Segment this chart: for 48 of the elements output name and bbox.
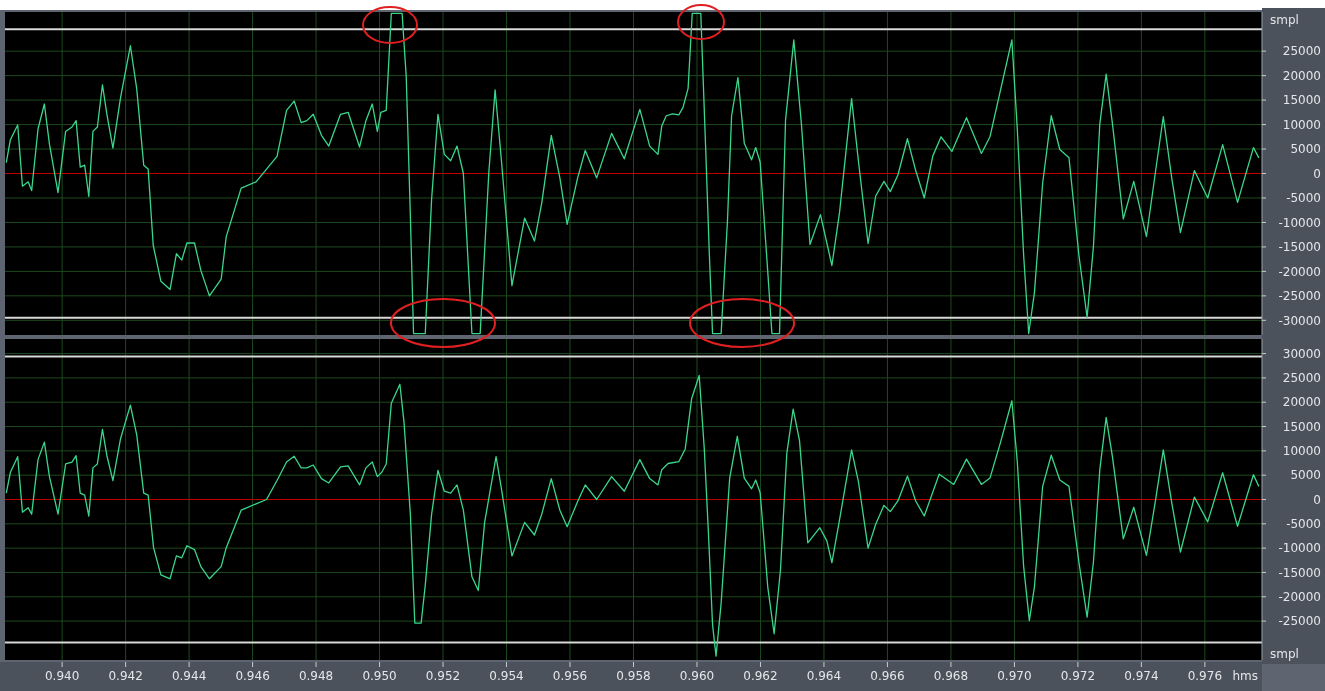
- y-axis-title: smpl: [1270, 647, 1299, 662]
- y-tick-label: -25000: [1278, 614, 1321, 629]
- y-tick-label: 15000: [1282, 419, 1321, 434]
- y-tick-label: 25000: [1282, 371, 1321, 386]
- y-tick-label: -25000: [1278, 289, 1321, 304]
- y-tick-label: 30000: [1282, 346, 1321, 361]
- x-tick-label: 0.940: [44, 669, 80, 683]
- x-tick-label: 0.952: [425, 669, 461, 683]
- x-tick-label: 0.964: [806, 669, 842, 683]
- x-tick-label: 0.968: [933, 669, 969, 683]
- x-tick-label: 0.958: [616, 669, 651, 683]
- x-tick-label: 0.948: [298, 669, 334, 683]
- x-tick-label: 0.974: [1124, 669, 1159, 683]
- y-tick-label: 10000: [1282, 444, 1321, 459]
- y-tick-label: 5000: [1290, 142, 1321, 157]
- y-tick-label: 10000: [1282, 117, 1321, 132]
- y-tick-label: -20000: [1278, 589, 1321, 604]
- y-tick-label: 5000: [1290, 468, 1321, 483]
- y-tick-label: 0: [1313, 492, 1321, 507]
- x-tick-label: 0.944: [171, 669, 207, 683]
- x-tick-label: 0.966: [870, 669, 905, 683]
- y-tick-label: -15000: [1278, 565, 1321, 580]
- line-series: [5, 12, 1260, 335]
- x-tick-label: 0.972: [1060, 669, 1096, 683]
- y-tick-label: 25000: [1282, 44, 1321, 59]
- y-tick-label: -5000: [1286, 517, 1321, 532]
- x-tick-label: 0.942: [108, 669, 143, 683]
- y-tick-label: 0: [1313, 166, 1321, 181]
- y-tick-label: -30000: [1278, 313, 1321, 328]
- y-tick-label: -5000: [1286, 191, 1321, 206]
- x-tick-label: 0.970: [997, 669, 1032, 683]
- y-tick-label: 20000: [1282, 395, 1321, 410]
- x-tick-label: 0.950: [362, 669, 397, 683]
- y-axis-title: smpl: [1270, 13, 1299, 28]
- x-tick-label: 0.962: [743, 669, 778, 683]
- y-tick-label: -10000: [1278, 215, 1321, 230]
- x-tick-label: 0.976: [1187, 669, 1223, 683]
- x-tick-label: 0.946: [235, 669, 270, 683]
- x-tick-label: 0.960: [679, 669, 715, 683]
- y-tick-label: -10000: [1278, 541, 1321, 556]
- x-tick-label: 0.956: [552, 669, 588, 683]
- y-tick-label: -15000: [1278, 240, 1321, 255]
- y-tick-label: -20000: [1278, 264, 1321, 279]
- line-series: [5, 374, 1260, 657]
- x-tick-label: 0.954: [489, 669, 524, 683]
- x-axis-title: hms: [1232, 669, 1258, 683]
- y-tick-label: 20000: [1282, 68, 1321, 83]
- y-tick-label: 15000: [1282, 93, 1321, 108]
